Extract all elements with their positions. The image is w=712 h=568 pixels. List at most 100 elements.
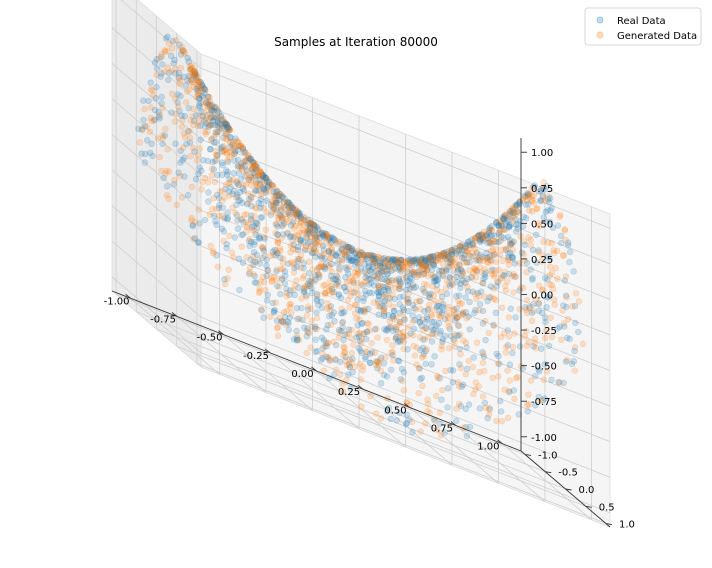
data-point [437, 288, 445, 296]
data-point [560, 302, 567, 309]
data-point [222, 181, 230, 189]
data-point [315, 271, 322, 278]
data-point [298, 304, 305, 312]
data-point [439, 293, 446, 300]
data-point [486, 294, 493, 301]
data-point [509, 246, 516, 254]
data-point [457, 350, 464, 358]
data-point [446, 273, 453, 281]
data-point [445, 345, 453, 352]
data-point [343, 288, 350, 295]
data-point [525, 234, 532, 241]
data-point [502, 245, 510, 252]
data-point [471, 245, 478, 252]
data-point [274, 250, 282, 257]
data-point [352, 262, 359, 269]
data-point [506, 223, 513, 230]
data-point [291, 264, 298, 272]
data-point [410, 332, 417, 339]
data-point [171, 56, 178, 63]
data-point [400, 387, 408, 394]
z-tick-label: 0.00 [531, 291, 553, 302]
data-point [513, 202, 521, 209]
data-point [341, 331, 349, 338]
data-point [191, 235, 199, 242]
data-point [442, 367, 449, 375]
data-point [375, 362, 382, 369]
data-point [330, 338, 337, 345]
data-point [357, 376, 365, 383]
data-point [443, 290, 451, 297]
data-point [177, 64, 185, 72]
data-point [441, 267, 448, 274]
data-point [561, 227, 569, 234]
data-point [474, 232, 482, 239]
data-point [327, 254, 334, 261]
data-point [347, 257, 355, 264]
data-point [282, 321, 290, 329]
data-point [168, 90, 176, 98]
data-point [512, 314, 519, 321]
data-point [480, 237, 487, 244]
data-point [164, 33, 171, 40]
data-point [340, 336, 347, 344]
data-point [392, 256, 399, 263]
data-point [473, 233, 480, 241]
data-point [487, 283, 495, 290]
data-point [521, 241, 529, 249]
data-point [448, 247, 456, 254]
data-point [234, 225, 242, 233]
data-point [472, 306, 479, 314]
data-point [421, 267, 428, 274]
data-point [206, 211, 214, 218]
data-point [454, 279, 461, 286]
data-point [375, 359, 382, 367]
data-point [405, 290, 412, 297]
data-point [410, 271, 418, 278]
data-point [483, 232, 490, 240]
data-point [464, 259, 471, 266]
data-point [458, 247, 465, 254]
data-point [527, 266, 534, 273]
data-point [575, 298, 583, 305]
data-point [545, 342, 553, 350]
gridline-z-left [111, 276, 202, 354]
data-point [542, 318, 549, 326]
data-point [485, 259, 492, 267]
data-point [382, 354, 389, 361]
data-point [305, 303, 312, 310]
data-point [319, 263, 327, 270]
data-point [269, 248, 276, 255]
data-point [367, 252, 374, 259]
data-point [462, 243, 469, 250]
data-point [532, 296, 539, 303]
data-point [320, 336, 328, 344]
data-point [230, 170, 238, 177]
data-point [283, 293, 290, 300]
data-point [426, 293, 433, 301]
data-point [425, 305, 432, 312]
data-point [543, 304, 550, 311]
data-point [205, 189, 212, 196]
data-point [513, 201, 520, 208]
data-point [355, 345, 362, 352]
data-point [503, 344, 510, 351]
data-point [509, 205, 516, 212]
data-point [491, 232, 498, 239]
data-point [171, 118, 179, 125]
data-point [365, 259, 372, 266]
data-point [284, 230, 291, 237]
data-point [495, 222, 502, 230]
data-point [343, 253, 350, 261]
data-point [351, 363, 359, 370]
data-point [466, 326, 473, 333]
data-point [307, 305, 314, 312]
data-point [384, 257, 392, 264]
data-point [337, 371, 344, 379]
data-point [375, 253, 382, 261]
data-point [384, 271, 391, 278]
data-point [468, 273, 475, 280]
data-point [406, 278, 413, 285]
data-point [400, 261, 407, 268]
data-point [531, 372, 539, 380]
